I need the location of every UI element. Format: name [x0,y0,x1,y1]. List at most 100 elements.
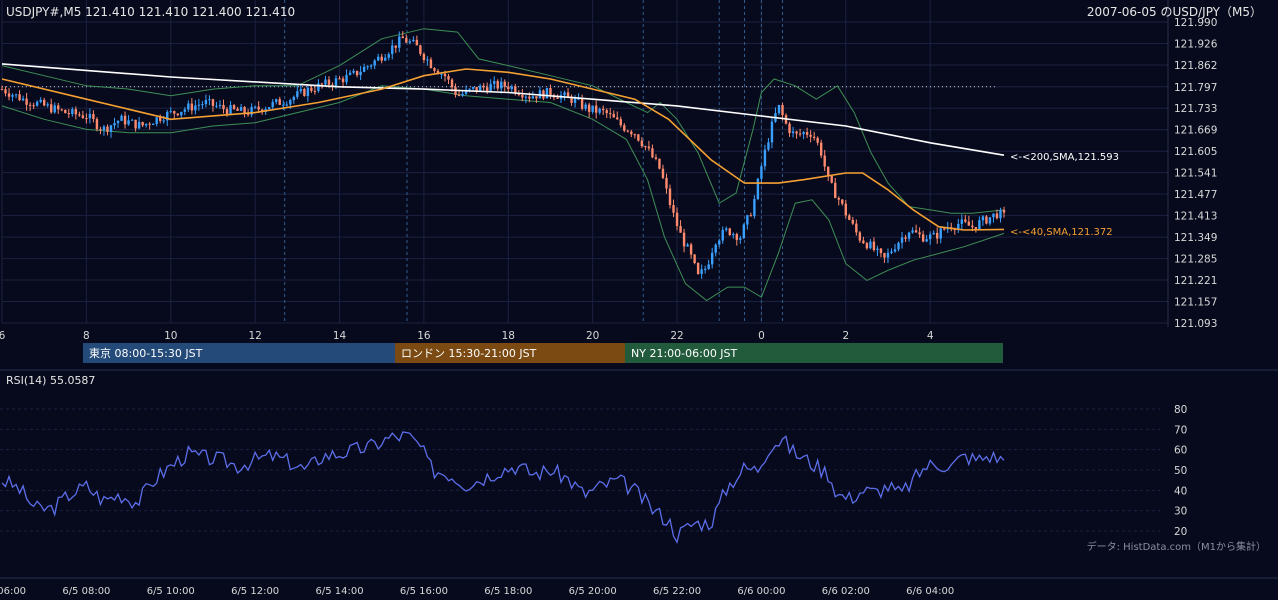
candle-body [225,109,229,114]
candle-body [320,83,324,85]
time-tick-label: 20 [586,330,599,342]
time-axis: 6/5 06:00 6/5 08:00 6/5 10:00 6/5 12:00 6/5 … [0,586,954,597]
sma40-label: <-<40,SMA,121.372 [1010,227,1113,238]
price-tick-label: 121.862 [1174,60,1217,72]
candle-body [897,242,900,250]
candle-body [215,105,218,107]
candle-body [447,76,450,80]
candle-body [904,237,907,239]
sma40-line [1,68,1005,231]
price-axis: 121.990 121.926 121.862 121.797 121.733 121.6… [0,17,1218,342]
price-tick-label: 121.477 [1174,189,1217,201]
candle-body [928,234,932,240]
candle-body [415,39,419,46]
time-tick-label: 6 [0,330,6,342]
candle-body [127,120,130,125]
candle-body [844,203,847,216]
candle-body [907,232,911,239]
candle-body [187,103,190,110]
candle-body [92,114,95,120]
candle-body [405,38,408,43]
candle-body [176,113,179,116]
candle-body [250,106,253,115]
candle-body [496,81,499,89]
candle-body [341,78,345,83]
candle-body [137,122,141,129]
sma200-label: <-<200,SMA,121.593 [1010,152,1119,163]
candle-body [960,219,964,224]
session-label: ロンドン 15:30-21:00 JST [401,347,537,360]
candle-body [394,45,397,48]
candle-body [528,96,531,99]
candle-body [770,121,774,143]
candle-body [911,230,914,233]
candle-body [268,107,271,110]
candle-body [524,96,528,98]
candle-body [327,79,331,85]
candle-body [725,228,728,230]
candle-body [883,253,886,258]
candle-body [816,137,819,143]
candle-body [566,92,570,97]
candle-body [243,107,246,114]
candle-body [545,88,549,99]
candle-body [672,205,675,213]
candle-body [985,216,988,224]
candle-body [310,87,313,91]
candle-body [229,105,232,114]
candle-body [384,57,387,61]
candle-body [893,249,897,252]
candle-body [299,88,303,92]
datetime-tick-label: 6/5 08:00 [62,586,110,597]
candle-body [289,100,292,105]
candle-body [155,117,158,124]
candle-body [767,142,770,150]
candle-body [964,219,967,222]
candle-body [679,226,682,233]
candle-body [7,93,11,97]
time-tick-label: 0 [758,330,765,342]
candle-body [46,104,49,106]
candle-body [746,215,749,225]
candle-body [556,97,559,99]
candle-body [352,70,355,73]
candle-body [422,53,426,61]
candle-body [32,105,35,107]
time-tick-label: 22 [670,330,683,342]
candle-body [106,126,109,132]
price-tick-label: 121.221 [1174,275,1217,287]
candles [0,31,1006,279]
candle-body [50,104,53,113]
candle-body [570,96,573,103]
candle-body [623,125,626,131]
bollinger-upper-line [1,28,1005,214]
candle-body [626,130,630,132]
rsi-tick-label: 80 [1174,404,1187,416]
candle-body [710,252,714,265]
candle-body [609,113,612,115]
candle-body [85,118,88,120]
candle-body [503,81,506,87]
candle-body [658,158,661,169]
candle-body [777,105,781,114]
candle-body [166,111,169,121]
candle-body [594,105,598,113]
symbol-ohlc-label: USDJPY#,M5 121.410 121.410 121.400 121.4… [6,5,295,19]
candle-body [700,269,703,275]
rsi-tick-label: 30 [1174,506,1187,518]
candle-body [292,96,296,101]
candle-body [535,96,538,99]
session-block [625,343,1003,363]
candle-body [366,66,369,68]
candle-body [647,146,651,149]
candle-body [848,215,851,220]
candle-body [464,89,468,94]
candle-body [749,215,753,217]
candle-body [468,88,471,90]
chart-title: 2007-06-05 のUSD/JPY（M5） [1087,5,1262,19]
candle-body [890,251,893,253]
candle-body [584,104,587,109]
candle-body [338,78,341,80]
price-tick-label: 121.605 [1174,146,1217,158]
